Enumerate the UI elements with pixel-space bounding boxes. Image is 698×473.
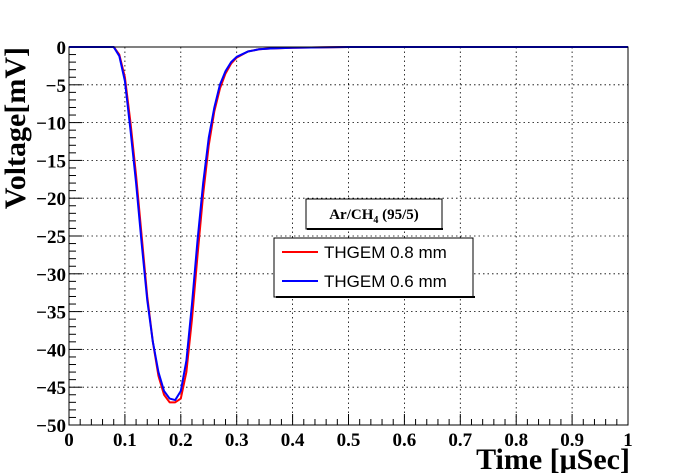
gas-annotation: Ar/CH4 (95/5) bbox=[305, 198, 443, 230]
y-axis-title: Voltage[mV] bbox=[0, 47, 32, 209]
y-tick-label: −45 bbox=[36, 378, 66, 399]
x-tick-label: 0 bbox=[64, 430, 74, 451]
grid bbox=[69, 47, 628, 425]
y-tick-label: 0 bbox=[57, 38, 67, 59]
legend-label-1: THGEM 0.6 mm bbox=[324, 272, 447, 291]
y-tick-label: −25 bbox=[36, 227, 66, 248]
y-tick-label: −40 bbox=[36, 340, 66, 361]
x-tick-label: 0.9 bbox=[560, 430, 584, 451]
axis-ticks bbox=[68, 46, 629, 426]
x-tick-label: 0.3 bbox=[225, 430, 249, 451]
legend-box bbox=[273, 237, 474, 298]
y-tick-label: −30 bbox=[36, 265, 66, 286]
y-tick-label: −5 bbox=[46, 76, 66, 97]
x-tick-label: 1 bbox=[623, 430, 633, 451]
y-tick-label: −15 bbox=[36, 151, 66, 172]
annotation-sub: 4 bbox=[373, 215, 378, 226]
legend-shadow bbox=[276, 296, 475, 298]
annotation-text: Ar/CH4 (95/5) bbox=[329, 207, 419, 226]
annotation-main: Ar/CH bbox=[329, 207, 373, 223]
y-tick-label: −35 bbox=[36, 303, 66, 324]
x-tick-label: 0.7 bbox=[448, 430, 472, 451]
x-tick-label: 0.2 bbox=[169, 430, 193, 451]
y-tick-label: −10 bbox=[36, 114, 66, 135]
x-tick-label: 0.5 bbox=[337, 430, 361, 451]
x-tick-label: 0.4 bbox=[281, 430, 305, 451]
annotation-shadow bbox=[307, 228, 443, 230]
tick-labels: 0 0.1 0.2 0.3 0.4 0.5 0.6 0.7 0.8 0.9 1 0 −5 −10 −15 −2… bbox=[36, 38, 633, 451]
x-tick-label: 0.1 bbox=[113, 430, 137, 451]
x-axis-title: Time [μSec] bbox=[476, 443, 630, 473]
annotation-box bbox=[305, 198, 443, 230]
x-tick-label: 0.6 bbox=[393, 430, 417, 451]
legend-label-0: THGEM 0.8 mm bbox=[324, 243, 447, 262]
x-tick-label: 0.8 bbox=[504, 430, 528, 451]
y-tick-label: −20 bbox=[36, 189, 66, 210]
legend: THGEM 0.8 mm THGEM 0.6 mm bbox=[273, 237, 475, 298]
y-tick-label: −50 bbox=[36, 416, 66, 437]
annotation-suffix: (95/5) bbox=[378, 207, 418, 223]
